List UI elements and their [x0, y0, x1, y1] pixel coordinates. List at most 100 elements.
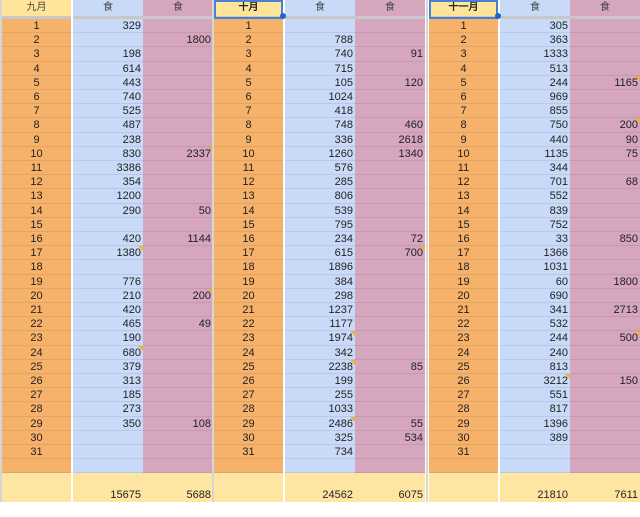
- day-cell[interactable]: 20: [214, 289, 283, 303]
- value-cell[interactable]: 734: [285, 445, 355, 460]
- value-cell[interactable]: [143, 218, 213, 232]
- value-cell[interactable]: [143, 303, 213, 318]
- value-cell[interactable]: [73, 445, 143, 460]
- day-cell[interactable]: 21: [214, 303, 283, 318]
- value-cell[interactable]: 389: [500, 431, 570, 445]
- comment-marker-icon[interactable]: [635, 75, 640, 81]
- day-cell[interactable]: 30: [429, 431, 498, 445]
- value-cell[interactable]: 1200: [73, 189, 143, 204]
- value-cell[interactable]: 2238: [285, 360, 355, 374]
- value-cell[interactable]: [570, 19, 640, 34]
- value-cell[interactable]: [355, 388, 425, 403]
- value-cell[interactable]: 552: [500, 189, 570, 204]
- value-cell[interactable]: 487: [73, 118, 143, 133]
- value-cell[interactable]: 150: [570, 374, 640, 389]
- value-cell[interactable]: 440: [500, 133, 570, 147]
- value-cell[interactable]: [355, 289, 425, 303]
- day-cell[interactable]: 8: [429, 118, 498, 133]
- value-cell[interactable]: 1135: [500, 147, 570, 161]
- day-cell[interactable]: 31: [429, 445, 498, 460]
- value-cell[interactable]: [73, 431, 143, 445]
- day-cell[interactable]: 22: [429, 317, 498, 332]
- value-cell[interactable]: [570, 62, 640, 76]
- value-cell[interactable]: 839: [500, 204, 570, 218]
- day-cell[interactable]: 13: [214, 189, 283, 204]
- value-cell[interactable]: [143, 19, 213, 34]
- day-cell[interactable]: 27: [214, 388, 283, 403]
- day-cell[interactable]: 4: [2, 62, 71, 76]
- value-cell[interactable]: [500, 459, 570, 474]
- value-cell[interactable]: 363: [500, 33, 570, 48]
- day-cell[interactable]: 30: [2, 431, 71, 445]
- comment-marker-icon[interactable]: [138, 345, 143, 351]
- value-cell[interactable]: 460: [355, 118, 425, 133]
- day-cell[interactable]: 2: [429, 33, 498, 48]
- value-cell[interactable]: [570, 246, 640, 261]
- value-cell[interactable]: [355, 62, 425, 76]
- value-cell[interactable]: [143, 346, 213, 360]
- comment-marker-icon[interactable]: [350, 416, 355, 422]
- total-cell[interactable]: 24562: [285, 473, 355, 502]
- value-cell[interactable]: [143, 76, 213, 90]
- value-cell[interactable]: [570, 402, 640, 417]
- day-cell[interactable]: 29: [214, 417, 283, 431]
- comment-marker-icon[interactable]: [208, 146, 213, 152]
- value-cell[interactable]: 185: [73, 388, 143, 403]
- value-cell[interactable]: 238: [73, 133, 143, 147]
- value-cell[interactable]: [570, 289, 640, 303]
- value-cell[interactable]: 2337: [143, 147, 213, 161]
- value-cell[interactable]: 290: [73, 204, 143, 218]
- day-cell[interactable]: 15: [2, 218, 71, 232]
- value-cell[interactable]: [355, 459, 425, 474]
- total-cell[interactable]: 21810: [500, 473, 570, 502]
- value-cell[interactable]: 200: [143, 289, 213, 303]
- value-cell[interactable]: 788: [285, 33, 355, 48]
- value-cell[interactable]: 418: [285, 104, 355, 119]
- value-cell[interactable]: 532: [500, 317, 570, 332]
- day-cell[interactable]: 17: [214, 246, 283, 261]
- value-cell[interactable]: [143, 62, 213, 76]
- column-header-cell[interactable]: 食: [355, 0, 425, 19]
- day-cell[interactable]: 18: [214, 260, 283, 275]
- day-cell[interactable]: 3: [214, 47, 283, 62]
- day-cell[interactable]: 24: [2, 346, 71, 360]
- value-cell[interactable]: 305: [500, 19, 570, 34]
- month-header-cell[interactable]: 九月: [2, 0, 71, 19]
- comment-marker-icon[interactable]: [565, 374, 570, 379]
- value-cell[interactable]: 701: [500, 175, 570, 190]
- day-cell[interactable]: 21: [2, 303, 71, 318]
- value-cell[interactable]: [73, 218, 143, 232]
- day-cell[interactable]: 15: [429, 218, 498, 232]
- value-cell[interactable]: 615: [285, 246, 355, 261]
- column-header-cell[interactable]: 食: [500, 0, 570, 19]
- value-cell[interactable]: 1031: [500, 260, 570, 275]
- value-cell[interactable]: 313: [73, 374, 143, 389]
- value-cell[interactable]: 806: [285, 189, 355, 204]
- value-cell[interactable]: 342: [285, 346, 355, 360]
- value-cell[interactable]: 85: [355, 360, 425, 374]
- fill-handle[interactable]: [280, 13, 286, 19]
- value-cell[interactable]: [570, 388, 640, 403]
- column-header-cell[interactable]: 食: [285, 0, 355, 19]
- day-cell[interactable]: 27: [2, 388, 71, 403]
- value-cell[interactable]: [73, 260, 143, 275]
- day-cell[interactable]: 29: [2, 417, 71, 431]
- value-cell[interactable]: 740: [285, 47, 355, 62]
- day-cell[interactable]: 17: [2, 246, 71, 261]
- day-cell[interactable]: 24: [214, 346, 283, 360]
- value-cell[interactable]: 1177: [285, 317, 355, 332]
- value-cell[interactable]: [143, 246, 213, 261]
- day-cell[interactable]: 11: [429, 161, 498, 176]
- value-cell[interactable]: 72: [355, 232, 425, 247]
- value-cell[interactable]: [570, 260, 640, 275]
- value-cell[interactable]: [355, 189, 425, 204]
- value-cell[interactable]: 576: [285, 161, 355, 176]
- value-cell[interactable]: 384: [285, 275, 355, 289]
- value-cell[interactable]: 748: [285, 118, 355, 133]
- value-cell[interactable]: 68: [570, 175, 640, 190]
- value-cell[interactable]: 850: [570, 232, 640, 247]
- value-cell[interactable]: 198: [73, 47, 143, 62]
- total-label-cell[interactable]: [214, 473, 283, 502]
- value-cell[interactable]: 234: [285, 232, 355, 247]
- day-cell[interactable]: 28: [429, 402, 498, 417]
